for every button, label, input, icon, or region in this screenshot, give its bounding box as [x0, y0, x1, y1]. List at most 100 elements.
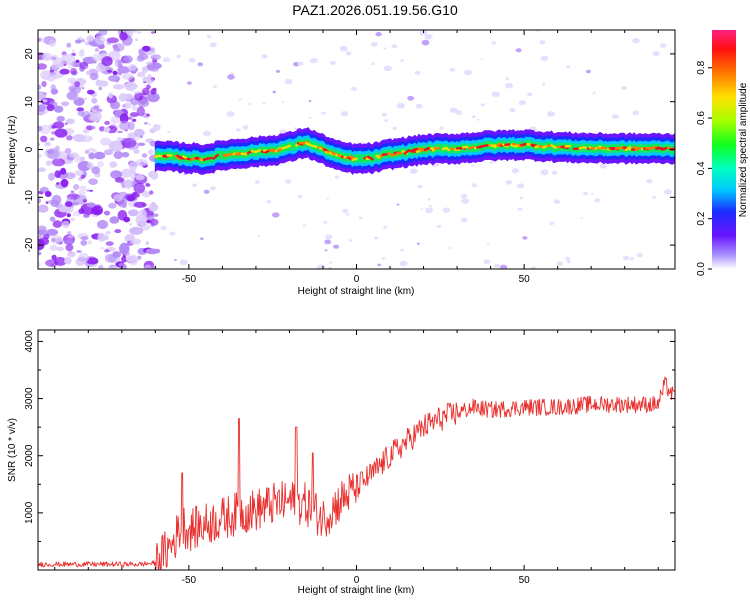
noise-blob — [110, 170, 123, 179]
noise-speckle — [375, 32, 382, 37]
noise-blob — [137, 99, 150, 108]
noise-blob — [38, 98, 42, 102]
ridge-core-segment — [305, 141, 312, 147]
noise-speckle — [266, 200, 272, 204]
noise-blob — [40, 38, 46, 42]
ridge-core-segment — [520, 142, 527, 147]
noise-blob — [78, 189, 86, 197]
noise-speckle — [226, 111, 235, 117]
ridge-core-segment — [467, 145, 475, 150]
noise-speckle — [400, 59, 405, 62]
noise-blob — [38, 125, 43, 132]
spectrogram-y-tick-label: -20 — [24, 237, 35, 252]
noise-speckle — [272, 212, 280, 218]
noise-blob — [148, 123, 151, 126]
noise-speckle — [499, 264, 508, 269]
noise-blob — [54, 170, 61, 179]
snr-y-label: SNR (10 * v/v) — [7, 418, 18, 482]
noise-speckle — [420, 208, 424, 210]
noise-blob — [41, 80, 47, 88]
noise-speckle — [281, 100, 285, 103]
noise-blob — [133, 148, 140, 154]
noise-blob — [103, 126, 111, 133]
noise-blob — [38, 204, 49, 213]
noise-speckle — [407, 95, 415, 101]
noise-blob — [110, 116, 121, 124]
page-title: PAZ1.2026.051.19.56.G10 — [292, 2, 458, 18]
noise-speckle — [636, 253, 643, 258]
noise-blob — [121, 202, 127, 208]
noise-blob — [99, 126, 105, 132]
noise-speckle — [262, 102, 266, 105]
noise-speckle — [179, 259, 188, 266]
noise-blob — [76, 107, 85, 112]
noise-speckle — [436, 224, 442, 229]
noise-blob — [49, 137, 55, 141]
noise-blob — [124, 81, 137, 92]
noise-blob — [96, 63, 106, 72]
noise-blob — [48, 199, 53, 204]
noise-speckle — [162, 57, 170, 63]
noise-speckle — [186, 81, 192, 85]
noise-blob — [91, 166, 101, 175]
noise-blob — [54, 128, 68, 138]
noise-speckle — [213, 85, 218, 88]
ridge-core-segment — [461, 145, 469, 149]
spectrogram-y-tick-label: 10 — [24, 96, 35, 108]
noise-blob — [87, 240, 92, 245]
noise-blob — [60, 178, 69, 188]
noise-speckle — [400, 248, 405, 252]
noise-speckle — [399, 260, 408, 267]
noise-speckle — [377, 263, 382, 267]
noise-blob — [146, 219, 152, 224]
snr-axes: -50 0 50 1000 2000 3000 4000 — [24, 330, 675, 586]
noise-blob — [40, 70, 52, 80]
noise-speckle — [272, 90, 277, 94]
noise-speckle — [328, 266, 332, 269]
noise-speckle — [206, 35, 212, 39]
noise-blob — [80, 239, 88, 246]
noise-speckle — [531, 266, 536, 269]
noise-speckle — [310, 58, 318, 64]
noise-blob — [45, 160, 53, 166]
noise-blob — [117, 71, 123, 76]
noise-blob — [93, 105, 100, 110]
noise-speckle — [200, 237, 204, 240]
noise-blob — [38, 234, 43, 239]
noise-blob — [88, 68, 99, 77]
noise-speckle — [346, 213, 350, 216]
colorbar: 0.0 0.2 0.4 0.6 0.8 Normalized spectral ampl… — [696, 30, 749, 276]
noise-blob — [60, 53, 76, 65]
noise-blob — [132, 30, 138, 33]
noise-blob — [70, 190, 75, 194]
noise-speckle — [599, 163, 607, 169]
noise-speckle — [326, 198, 330, 200]
noise-blob — [104, 120, 110, 125]
noise-blob — [56, 115, 65, 122]
ridge-core-segment — [174, 154, 181, 160]
snr-series-line — [38, 376, 675, 570]
noise-speckle — [391, 44, 398, 49]
noise-speckle — [236, 128, 241, 132]
noise-blob — [64, 256, 72, 265]
noise-blob — [76, 195, 80, 199]
noise-speckle — [460, 193, 468, 199]
noise-blob — [66, 213, 71, 218]
noise-blob — [100, 247, 104, 250]
noise-blob — [146, 113, 150, 117]
noise-speckle — [396, 203, 400, 206]
noise-blob — [64, 148, 72, 154]
noise-speckle — [460, 217, 468, 223]
noise-speckle — [414, 70, 421, 75]
snr-background — [38, 330, 675, 570]
noise-speckle — [516, 183, 525, 189]
noise-blob — [108, 75, 121, 82]
noise-blob — [75, 59, 80, 63]
noise-blob — [116, 136, 122, 141]
noise-speckle — [480, 58, 483, 61]
noise-blob — [141, 153, 148, 158]
noise-blob — [80, 174, 86, 180]
noise-speckle — [188, 58, 196, 63]
ridge-core-segment — [395, 151, 402, 155]
noise-blob — [93, 204, 103, 215]
